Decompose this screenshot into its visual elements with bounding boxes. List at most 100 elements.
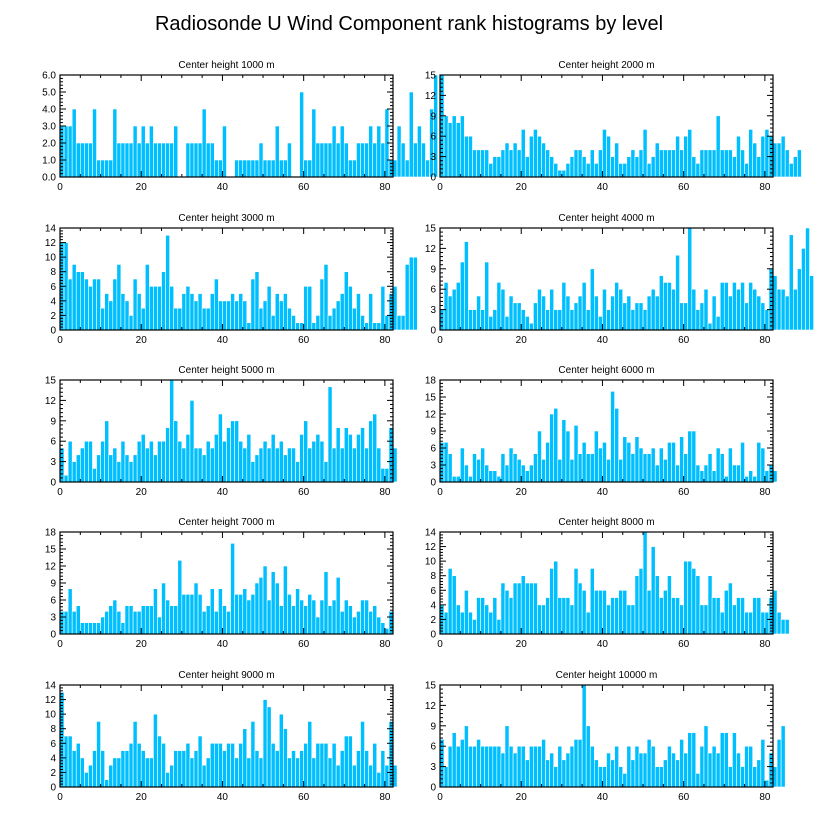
- panel-5: Center height 5000 m 0 3 6 9 12 15 0 20 40 60 80: [45, 365, 398, 498]
- bar: [780, 135, 786, 178]
- bar: [299, 434, 304, 483]
- bar: [214, 434, 219, 483]
- bar: [476, 295, 481, 331]
- bar: [516, 745, 522, 788]
- bar: [270, 742, 276, 788]
- x-tick-label: 0: [437, 792, 443, 803]
- bar: [75, 271, 81, 331]
- bar: [650, 447, 656, 483]
- y-tick-label: 8: [430, 571, 436, 582]
- bar: [266, 285, 272, 331]
- y-tick-label: 15: [45, 545, 57, 556]
- bar: [447, 568, 453, 635]
- bar: [132, 454, 138, 483]
- bar: [472, 149, 477, 178]
- bar: [585, 163, 591, 178]
- bar: [319, 599, 325, 635]
- bar: [189, 594, 195, 635]
- bar: [687, 129, 693, 178]
- bar: [585, 611, 591, 635]
- bar: [658, 149, 664, 178]
- bar: [658, 275, 664, 331]
- bar: [67, 125, 73, 178]
- bar: [112, 757, 118, 788]
- y-tick-label: 4.0: [42, 105, 56, 116]
- bar: [356, 611, 361, 635]
- bar: [699, 604, 705, 635]
- bar: [447, 295, 453, 331]
- bar: [687, 430, 693, 483]
- bar: [136, 742, 142, 788]
- bar: [311, 322, 317, 331]
- bar: [455, 604, 461, 635]
- bar: [650, 288, 656, 331]
- bar: [622, 436, 628, 483]
- bar: [602, 129, 607, 178]
- bar: [120, 293, 126, 331]
- panel-1: Center height 1000 m 0.0 1.0 2.0 3.0 4.0 5.0 6.…: [42, 60, 438, 193]
- bar: [728, 582, 733, 635]
- bar: [80, 757, 85, 788]
- bar: [744, 302, 749, 331]
- bar: [459, 739, 465, 788]
- bar: [67, 588, 73, 635]
- bar: [541, 739, 546, 788]
- bar: [671, 288, 676, 331]
- bar: [756, 597, 762, 635]
- bar: [561, 169, 567, 178]
- bar: [88, 285, 93, 331]
- bar: [400, 142, 406, 178]
- bar: [723, 282, 729, 331]
- bar: [642, 309, 648, 331]
- bar: [610, 597, 615, 635]
- bar: [533, 582, 538, 635]
- bar: [307, 721, 313, 788]
- bar: [447, 745, 453, 788]
- bar: [100, 616, 105, 635]
- bar: [380, 285, 386, 331]
- x-tick-label: 0: [437, 182, 443, 193]
- bar: [165, 772, 170, 788]
- bar: [295, 588, 300, 635]
- bar: [537, 604, 542, 635]
- bar: [120, 142, 126, 178]
- bar: [573, 568, 579, 635]
- y-tick-label: 8: [50, 724, 56, 735]
- bar: [169, 142, 175, 178]
- y-tick-label: 14: [45, 224, 57, 235]
- bar: [646, 739, 652, 788]
- bar: [75, 742, 81, 788]
- bar: [396, 125, 402, 178]
- panel-title: Center height 9000 m: [178, 670, 274, 681]
- bar: [715, 115, 721, 178]
- x-tick-label: 80: [379, 639, 391, 650]
- bar: [508, 149, 514, 178]
- bar: [153, 588, 158, 635]
- bar: [169, 764, 175, 788]
- bar: [356, 750, 361, 788]
- bar: [222, 750, 227, 788]
- bar: [218, 300, 223, 331]
- bar: [226, 611, 231, 635]
- bar: [496, 619, 502, 635]
- x-tick-label: 20: [136, 182, 148, 193]
- y-tick-label: 0: [430, 478, 436, 489]
- bar: [715, 316, 721, 331]
- bar: [683, 752, 689, 788]
- bar: [205, 440, 211, 483]
- x-tick-label: 0: [57, 335, 63, 346]
- bar: [573, 302, 579, 331]
- bar: [545, 309, 550, 331]
- bar: [577, 453, 583, 483]
- bar: [472, 619, 477, 635]
- bar: [520, 309, 526, 331]
- bar: [691, 568, 697, 635]
- bar: [274, 447, 280, 483]
- bar: [368, 293, 373, 331]
- bar: [124, 454, 130, 483]
- bar: [764, 309, 770, 331]
- bar: [360, 427, 365, 483]
- bar: [364, 322, 369, 331]
- bar: [299, 91, 304, 178]
- bar: [400, 315, 406, 331]
